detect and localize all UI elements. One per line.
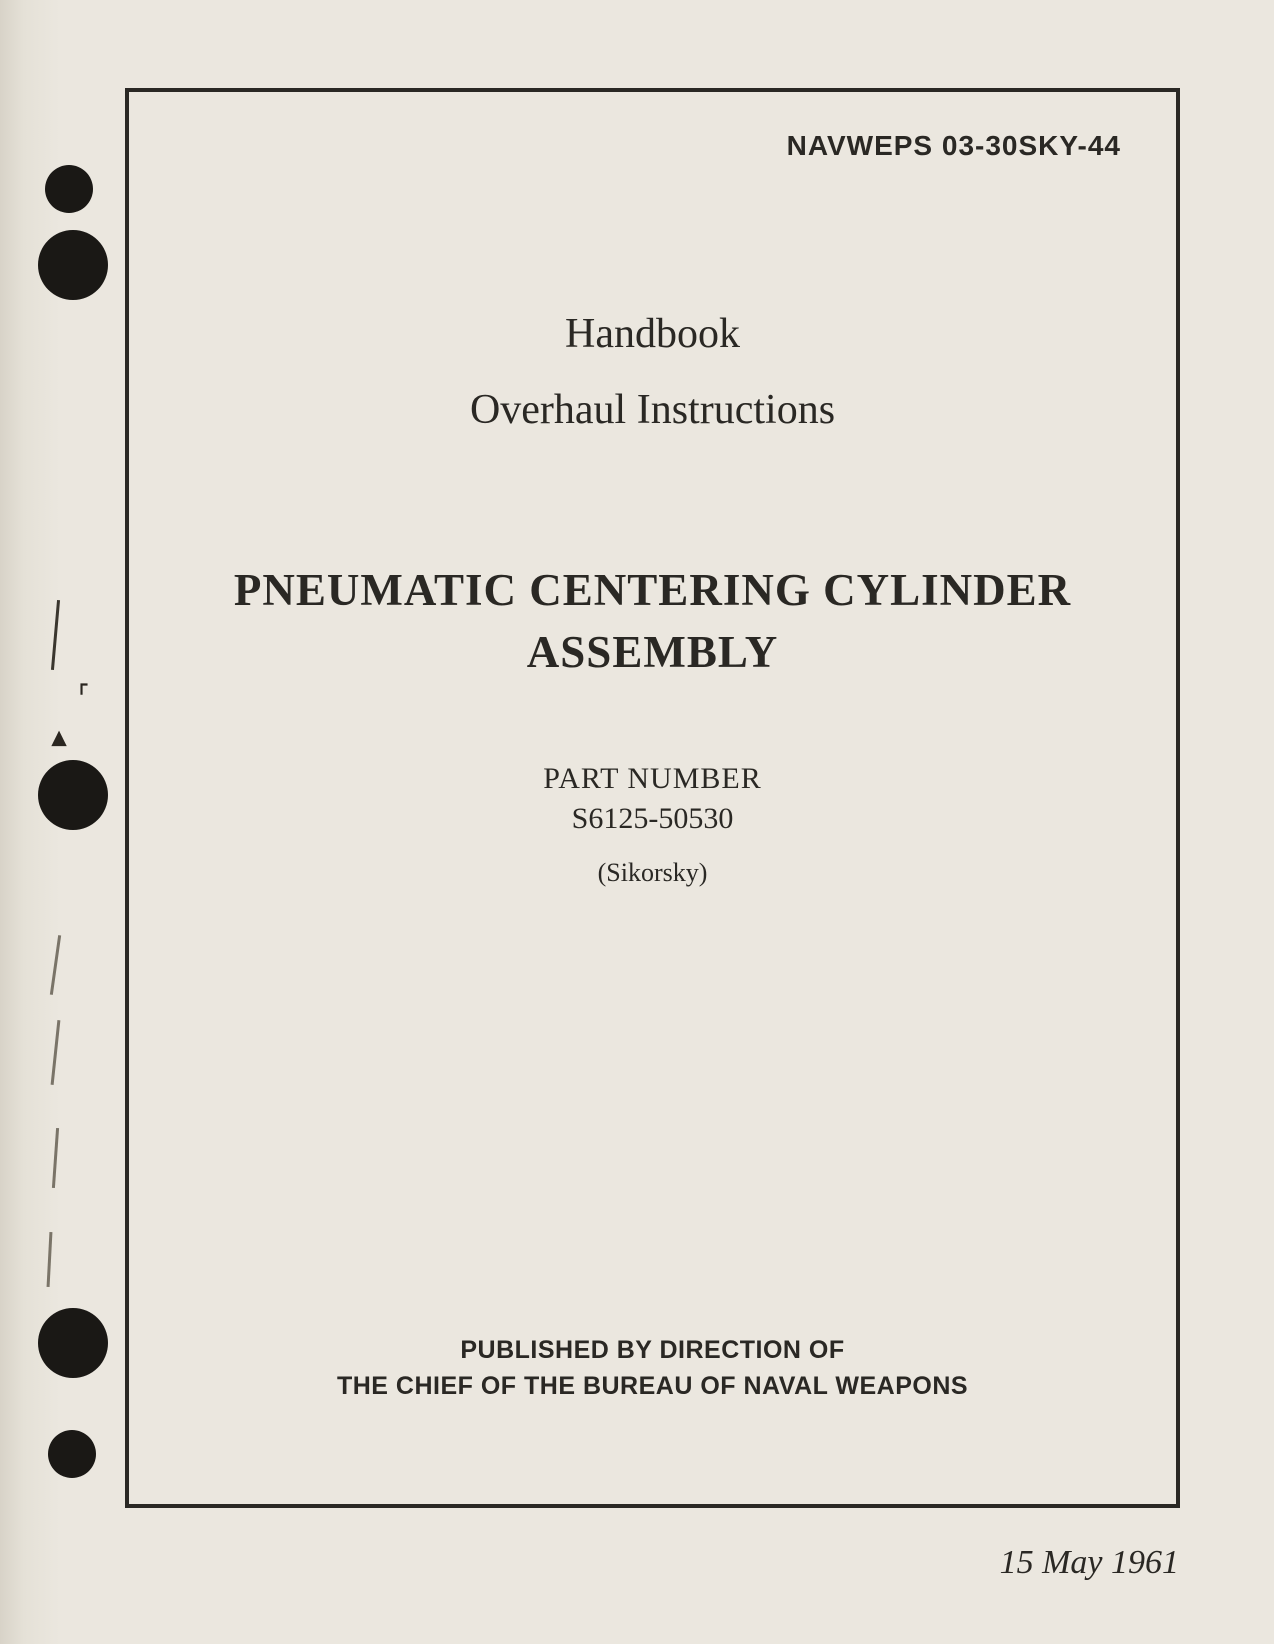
manufacturer: (Sikorsky) [129, 858, 1176, 888]
punch-hole [48, 1430, 96, 1478]
scan-mark: ⸀ [78, 676, 90, 709]
scan-mark [52, 1128, 59, 1188]
scanned-page: ⸀ ▴ NAVWEPS 03-30SKY-44 Handbook Overhau… [0, 0, 1274, 1644]
cover-frame: NAVWEPS 03-30SKY-44 Handbook Overhaul In… [125, 88, 1180, 1508]
document-number: NAVWEPS 03-30SKY-44 [787, 130, 1121, 162]
scan-mark: ▴ [52, 720, 66, 754]
scan-mark [51, 600, 60, 670]
punch-hole [38, 1308, 108, 1378]
title-line-1: PNEUMATIC CENTERING CYLINDER [129, 564, 1176, 616]
heading-block: Handbook Overhaul Instructions [129, 310, 1176, 434]
title-line-2: ASSEMBLY [129, 626, 1176, 678]
part-number-value: S6125-50530 [129, 802, 1176, 836]
punch-hole [45, 165, 93, 213]
scan-mark [47, 1232, 53, 1287]
publisher-line-1: PUBLISHED BY DIRECTION OF [129, 1332, 1176, 1368]
punch-hole [38, 760, 108, 830]
scan-mark [50, 935, 61, 995]
punch-hole [38, 230, 108, 300]
title-block: PNEUMATIC CENTERING CYLINDER ASSEMBLY [129, 564, 1176, 678]
heading-line-2: Overhaul Instructions [129, 386, 1176, 434]
publisher-block: PUBLISHED BY DIRECTION OF THE CHIEF OF T… [129, 1332, 1176, 1405]
scan-mark [51, 1020, 61, 1085]
part-number-label: PART NUMBER [129, 762, 1176, 796]
heading-line-1: Handbook [129, 310, 1176, 358]
publisher-line-2: THE CHIEF OF THE BUREAU OF NAVAL WEAPONS [129, 1368, 1176, 1404]
publication-date: 15 May 1961 [1000, 1544, 1179, 1582]
part-block: PART NUMBER S6125-50530 (Sikorsky) [129, 762, 1176, 888]
